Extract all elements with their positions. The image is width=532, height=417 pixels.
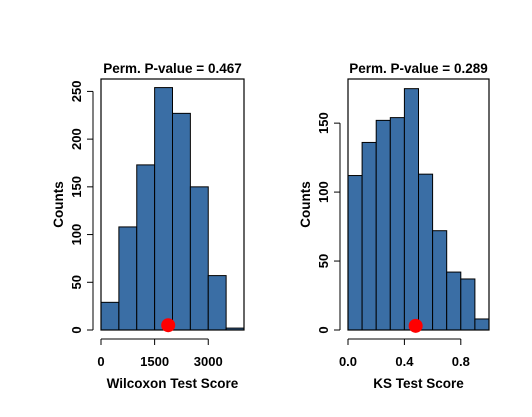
ks-bar-7: [446, 271, 462, 331]
ks-bar-3: [389, 117, 405, 331]
wilcoxon-bar-3: [154, 87, 173, 331]
ks-bar-5: [418, 173, 434, 331]
ks-bar-6: [432, 230, 448, 331]
wilcoxon-title: Perm. P-value = 0.467: [103, 61, 241, 76]
ks-bar-8: [460, 278, 476, 331]
wilcoxon-y-tick-label-1: 50: [69, 275, 84, 289]
ks-x-tick-label-1: 0.4: [395, 354, 414, 369]
wilcoxon-y-tick-label-4: 200: [69, 128, 84, 150]
ks-x-axis-label: KS Test Score: [373, 376, 464, 391]
ks-bar-4: [403, 88, 419, 331]
ks-bar-9: [474, 318, 490, 331]
wilcoxon-y-tick-label-3: 150: [69, 176, 84, 198]
wilcoxon-y-axis-label: Counts: [51, 181, 66, 228]
ks-y-tick-label-2: 100: [316, 181, 331, 203]
wilcoxon-observed-marker: [161, 318, 176, 333]
ks-bar-1: [361, 141, 377, 331]
wilcoxon-x-tick-label-0: 0: [97, 354, 104, 369]
ks-y-tick-label-0: 0: [316, 326, 331, 333]
wilcoxon-x-tick-label-2: 3000: [194, 354, 223, 369]
ks-x-tick-label-0: 0.0: [339, 354, 357, 369]
ks-observed-marker: [408, 318, 423, 333]
wilcoxon-x-axis-label: Wilcoxon Test Score: [107, 376, 239, 391]
ks-y-tick-label-3: 150: [316, 112, 331, 134]
wilcoxon-y-tick-label-5: 250: [69, 81, 84, 103]
ks-x-tick-label-2: 0.8: [452, 354, 470, 369]
wilcoxon-x-tick-label-1: 1500: [140, 354, 169, 369]
ks-y-axis-label: Counts: [298, 181, 313, 228]
wilcoxon-bar-0: [100, 301, 120, 331]
wilcoxon-bar-4: [172, 112, 191, 331]
ks-y-tick-label-1: 50: [316, 254, 331, 268]
wilcoxon-y-tick-label-2: 100: [69, 224, 84, 246]
ks-title: Perm. P-value = 0.289: [349, 61, 487, 76]
wilcoxon-bar-6: [207, 275, 227, 331]
wilcoxon-y-tick-label-0: 0: [69, 326, 84, 333]
wilcoxon-bar-2: [136, 164, 156, 331]
wilcoxon-bar-5: [189, 186, 209, 331]
wilcoxon-bar-1: [118, 226, 138, 331]
ks-bar-0: [347, 175, 363, 331]
ks-bar-2: [375, 119, 391, 331]
